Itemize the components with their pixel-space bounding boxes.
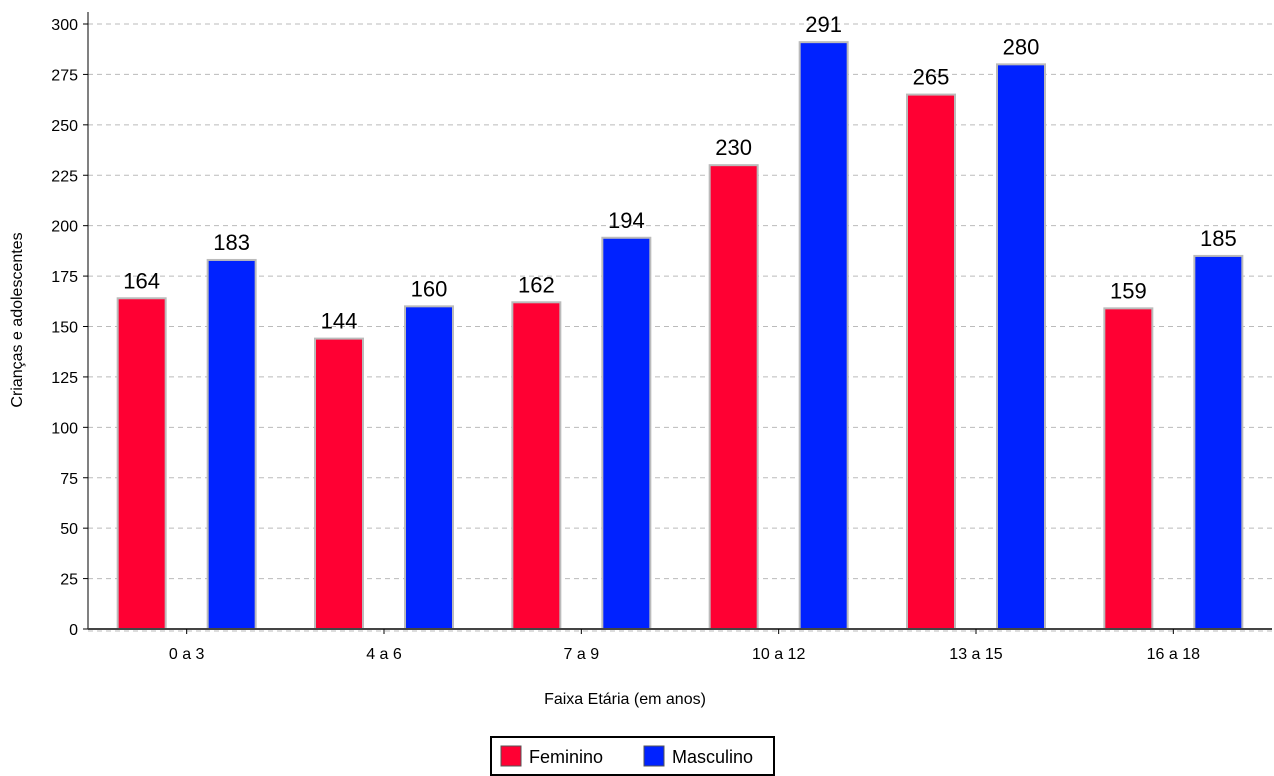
x-tick-label: 0 a 3: [169, 646, 205, 663]
data-label: 185: [1200, 226, 1237, 251]
axes: [87, 12, 1272, 632]
bar-feminino-3: [511, 301, 562, 630]
x-tick-label: 13 a 15: [949, 646, 1002, 663]
y-tick-label: 275: [51, 67, 78, 84]
data-label: 194: [608, 208, 645, 233]
data-labels: 164 183 144 160 162 194 230 291 265 280 159 185: [123, 12, 1236, 333]
y-tick-label: 200: [51, 219, 78, 236]
y-axis-ticks: 0 25 50 75 100 125 150 175 200 225 250 275 300: [51, 17, 88, 639]
data-label: 183: [213, 230, 250, 255]
y-tick-label: 150: [51, 320, 78, 337]
data-label: 265: [913, 65, 950, 90]
legend-swatch-feminino: [500, 745, 522, 767]
data-label: 291: [805, 12, 842, 37]
y-tick-label: 300: [51, 17, 78, 34]
y-tick-label: 250: [51, 118, 78, 135]
x-tick-label: 4 a 6: [366, 646, 402, 663]
bar-feminino-6: [1103, 307, 1154, 630]
x-tick-label: 10 a 12: [752, 646, 805, 663]
data-label: 164: [123, 268, 160, 293]
bar-masculino-3: [601, 236, 652, 630]
bar-masculino-4: [798, 41, 849, 630]
grid-lines: [88, 23, 1272, 580]
data-label: 162: [518, 272, 555, 297]
data-label: 144: [321, 309, 358, 334]
bar-masculino-6: [1193, 254, 1244, 631]
legend-box: [490, 736, 775, 776]
bar-feminino-4: [708, 164, 759, 631]
x-tick-label: 16 a 18: [1147, 646, 1200, 663]
data-label: 160: [411, 276, 448, 301]
y-tick-label: 75: [60, 471, 78, 488]
legend: Feminino Masculino: [490, 736, 775, 776]
x-tick-label: 7 a 9: [564, 646, 600, 663]
bar-feminino-5: [906, 93, 956, 631]
bar-feminino-2: [314, 337, 364, 630]
y-tick-label: 25: [60, 572, 78, 589]
bars: [116, 41, 1244, 631]
y-tick-label: 225: [51, 168, 78, 185]
y-tick-label: 0: [69, 622, 78, 639]
y-tick-label: 175: [51, 269, 78, 286]
x-axis-ticks: 0 a 3 4 a 6 7 a 9 10 a 12 13 a 15 16 a 18: [169, 629, 1200, 663]
data-label: 230: [715, 135, 752, 160]
bar-masculino-2: [404, 305, 454, 630]
y-tick-label: 125: [51, 370, 78, 387]
legend-swatch-masculino: [643, 745, 665, 767]
bar-masculino-5: [996, 63, 1046, 631]
data-label: 159: [1110, 278, 1147, 303]
bar-feminino-1: [116, 297, 167, 630]
data-label: 280: [1003, 34, 1040, 59]
legend-label-masculino: Masculino: [672, 747, 753, 767]
x-axis-title: Faixa Etária (em anos): [544, 691, 706, 708]
bar-masculino-1: [206, 258, 257, 630]
legend-label-feminino: Feminino: [529, 747, 603, 767]
y-tick-label: 50: [60, 521, 78, 538]
y-tick-label: 100: [51, 420, 78, 437]
y-axis-title: Crianças e adolescentes: [9, 232, 26, 407]
